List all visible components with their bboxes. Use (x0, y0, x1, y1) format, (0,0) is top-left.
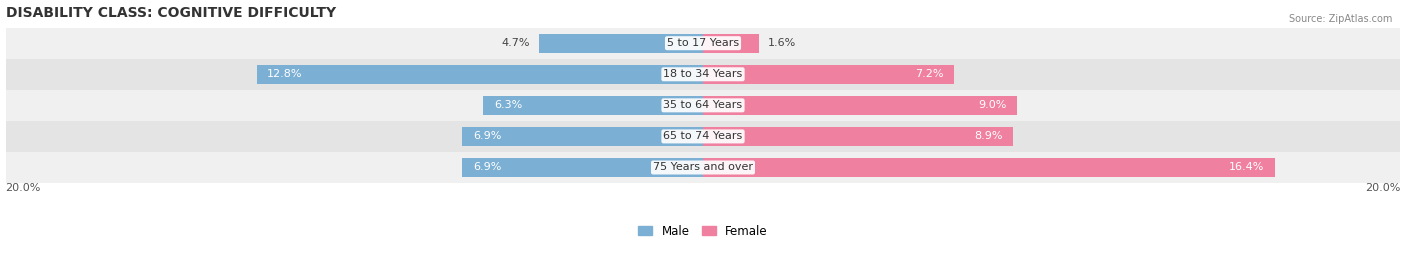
Text: 65 to 74 Years: 65 to 74 Years (664, 131, 742, 141)
Bar (538, 34, 703, 53)
Bar (463, 158, 703, 177)
Text: 9.0%: 9.0% (979, 100, 1007, 110)
Bar (6, 28, 1400, 59)
Text: 7.2%: 7.2% (915, 69, 943, 79)
Bar (6, 121, 1400, 152)
Text: 8.9%: 8.9% (974, 131, 1002, 141)
Text: 6.3%: 6.3% (494, 100, 522, 110)
Text: Source: ZipAtlas.com: Source: ZipAtlas.com (1288, 14, 1392, 23)
Bar (6, 90, 1400, 121)
Bar (6, 59, 1400, 90)
Text: 35 to 64 Years: 35 to 64 Years (664, 100, 742, 110)
Text: DISABILITY CLASS: COGNITIVE DIFFICULTY: DISABILITY CLASS: COGNITIVE DIFFICULTY (6, 6, 336, 19)
Bar (257, 65, 703, 84)
Text: 18 to 34 Years: 18 to 34 Years (664, 69, 742, 79)
Text: 1.6%: 1.6% (768, 38, 796, 48)
Text: 20.0%: 20.0% (6, 183, 41, 193)
Bar (703, 96, 1017, 115)
Text: 20.0%: 20.0% (1365, 183, 1400, 193)
Bar (703, 127, 1014, 146)
Bar (703, 34, 759, 53)
Text: 16.4%: 16.4% (1229, 163, 1264, 173)
Text: 5 to 17 Years: 5 to 17 Years (666, 38, 740, 48)
Bar (703, 65, 955, 84)
Bar (703, 158, 1275, 177)
Bar (6, 152, 1400, 183)
Text: 6.9%: 6.9% (472, 163, 501, 173)
Text: 12.8%: 12.8% (267, 69, 302, 79)
Text: 6.9%: 6.9% (472, 131, 501, 141)
Bar (463, 127, 703, 146)
Text: 75 Years and over: 75 Years and over (652, 163, 754, 173)
Legend: Male, Female: Male, Female (634, 220, 772, 242)
Bar (484, 96, 703, 115)
Text: 4.7%: 4.7% (502, 38, 530, 48)
